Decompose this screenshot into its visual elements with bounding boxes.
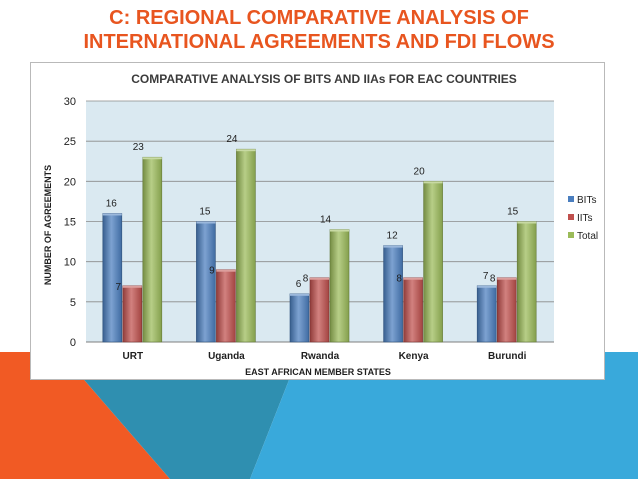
data-label-total-kenya: 20: [414, 166, 426, 177]
data-label-bits-urt: 16: [106, 198, 118, 209]
bar-cap-iits-rwanda: [310, 277, 329, 280]
x-tick-label-rwanda: Rwanda: [301, 351, 340, 362]
bar-cap-iits-urt: [122, 285, 142, 288]
bar-iits-uganda: [216, 269, 236, 343]
data-label-iits-uganda: 9: [209, 266, 215, 277]
y-axis-label: NUMBER OF AGREEMENTS: [43, 165, 53, 285]
bar-cap-total-urt: [142, 157, 162, 160]
chart-title: COMPARATIVE ANALYSIS OF BITS AND IIAs FO…: [131, 72, 517, 86]
bar-cap-bits-burundi: [477, 285, 497, 288]
bar-total-uganda: [236, 148, 256, 343]
data-label-bits-burundi: 7: [483, 271, 489, 282]
legend-swatch-iits: [568, 214, 574, 220]
x-axis-label: EAST AFRICAN MEMBER STATES: [245, 367, 391, 377]
bar-total-urt: [142, 156, 163, 343]
legend-label-total: Total: [577, 231, 598, 242]
teal-dark-shape: [60, 352, 300, 479]
bar-iits-burundi: [496, 277, 517, 343]
data-label-total-rwanda: 14: [320, 215, 332, 226]
bar-cap-total-uganda: [236, 149, 256, 152]
chart-panel: COMPARATIVE ANALYSIS OF BITS AND IIAs FO…: [30, 62, 605, 380]
bar-chart: COMPARATIVE ANALYSIS OF BITS AND IIAs FO…: [43, 72, 598, 377]
legend-swatch-total: [568, 232, 574, 238]
y-tick-label-30: 30: [64, 96, 76, 108]
y-tick-label-25: 25: [64, 136, 76, 148]
bar-total-burundi: [516, 221, 537, 343]
data-label-iits-kenya: 8: [396, 274, 402, 285]
data-label-bits-uganda: 15: [199, 207, 211, 218]
x-tick-label-uganda: Uganda: [208, 351, 245, 362]
y-tick-label-5: 5: [70, 297, 76, 309]
bar-total-kenya: [423, 181, 443, 343]
bar-cap-total-rwanda: [330, 229, 349, 232]
x-tick-label-urt: URT: [123, 351, 144, 362]
bar-bits-burundi: [476, 285, 497, 343]
data-label-total-burundi: 15: [507, 207, 519, 218]
bar-total-rwanda: [329, 229, 350, 343]
teal-light-shape: [250, 352, 638, 479]
bar-cap-bits-urt: [102, 213, 122, 216]
bar-cap-total-kenya: [423, 181, 443, 184]
data-label-iits-urt: 7: [116, 282, 122, 293]
data-label-total-uganda: 24: [226, 134, 238, 145]
y-tick-label-15: 15: [64, 217, 76, 229]
y-tick-label-0: 0: [70, 337, 76, 349]
legend-swatch-bits: [568, 196, 574, 202]
x-tick-label-kenya: Kenya: [399, 351, 429, 362]
slide-title-line-2: INTERNATIONAL AGREEMENTS AND FDI FLOWS: [83, 31, 555, 53]
data-label-bits-kenya: 12: [387, 231, 399, 242]
bar-iits-urt: [122, 285, 143, 343]
bar-bits-rwanda: [289, 293, 310, 343]
chart-legend: BITs IITs Total: [568, 195, 598, 242]
legend-label-iits: IITs: [577, 213, 593, 224]
x-tick-label-burundi: Burundi: [488, 351, 527, 362]
orange-accent-shape: [0, 352, 170, 479]
data-label-iits-rwanda: 8: [303, 274, 309, 285]
bar-cap-bits-rwanda: [290, 293, 309, 296]
bar-cap-iits-uganda: [216, 269, 236, 272]
bar-iits-rwanda: [309, 277, 330, 343]
bar-iits-kenya: [403, 277, 423, 343]
legend-label-bits: BITs: [577, 195, 596, 206]
bar-cap-total-burundi: [517, 221, 537, 224]
data-label-bits-rwanda: 6: [296, 279, 302, 290]
bar-cap-iits-kenya: [403, 277, 423, 280]
bar-bits-urt: [102, 213, 123, 343]
bar-cap-iits-burundi: [497, 277, 517, 280]
y-tick-label-10: 10: [64, 257, 76, 269]
y-tick-label-20: 20: [64, 176, 76, 188]
bar-cap-bits-kenya: [383, 245, 403, 248]
slide-title: C: REGIONAL COMPARATIVE ANALYSIS OF INTE…: [0, 6, 638, 54]
bar-bits-uganda: [196, 221, 216, 343]
slide-title-line-1: C: REGIONAL COMPARATIVE ANALYSIS OF: [109, 7, 529, 29]
bar-bits-kenya: [383, 245, 403, 343]
data-label-total-urt: 23: [133, 142, 145, 153]
data-label-iits-burundi: 8: [490, 274, 496, 285]
bar-cap-bits-uganda: [196, 221, 216, 224]
